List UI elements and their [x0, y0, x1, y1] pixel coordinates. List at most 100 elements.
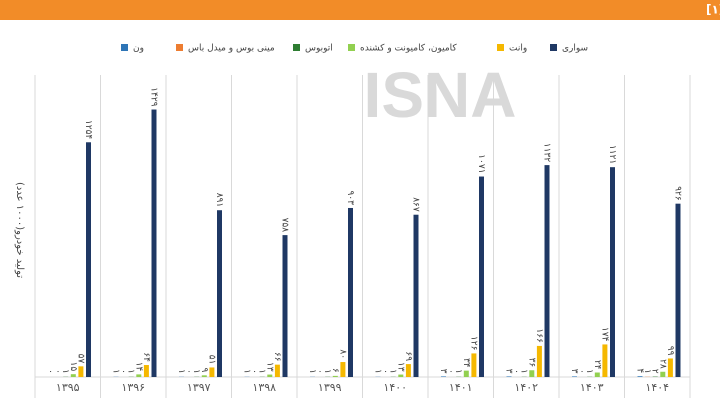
data-label: ۶۶: [272, 352, 282, 362]
data-label: ۱۲۵۴: [83, 120, 93, 140]
data-label: ۱۷۴: [599, 327, 609, 342]
x-tick-label: ۱۳۹۷: [187, 381, 211, 394]
data-label: ۱: [453, 369, 463, 374]
data-label: ۱: [584, 369, 594, 374]
bar: [151, 109, 157, 378]
data-label: ۹: [199, 367, 209, 372]
data-label: ۰: [118, 369, 128, 374]
bar: [610, 167, 615, 377]
data-label: ۰: [315, 369, 325, 374]
legend-swatch: [550, 44, 557, 51]
data-label: ۱: [642, 369, 652, 374]
bar: [136, 374, 142, 377]
x-tick-label: ۱۴۰۲: [514, 381, 538, 394]
data-label: ۱: [191, 369, 201, 374]
data-label: ۱۶۶: [534, 328, 544, 343]
bar: [398, 374, 404, 377]
data-label: ۱۰۷۱: [476, 154, 486, 173]
bar: [637, 376, 643, 377]
legend-label: ون: [133, 44, 144, 54]
bar: [143, 365, 149, 377]
bar: [675, 203, 681, 377]
bar: [217, 210, 222, 377]
data-label: ۱: [60, 369, 70, 374]
data-label: ۱: [111, 369, 121, 374]
bar: [405, 364, 411, 377]
data-label: ۸۰: [337, 349, 347, 359]
x-tick-label: ۱۴۰۰: [383, 381, 407, 394]
bar: [78, 366, 84, 377]
bar: [529, 370, 535, 377]
data-label: ۷۵۸: [280, 218, 290, 233]
x-tick-label: ۱۴۰۴: [645, 381, 669, 394]
data-label: ۱: [126, 369, 136, 374]
data-label: ۲۸: [657, 359, 667, 369]
data-label: ۱۴: [133, 362, 143, 372]
bar: [536, 345, 542, 377]
data-label: ۱: [307, 369, 317, 374]
data-label: ۱: [257, 369, 267, 374]
data-label: ۱۱۳۲: [542, 143, 552, 163]
title-banner: [0, 0, 720, 20]
data-label: ۴: [635, 368, 645, 373]
data-label: ۹۲۶: [673, 186, 683, 201]
data-label: ۱: [388, 369, 398, 374]
watermark: ISNA: [364, 59, 517, 131]
x-tick-label: ۱۳۹۹: [318, 381, 342, 394]
chart-title: شکل ۲. نمودار میزان تولید خودرو به تفکیک…: [706, 3, 720, 18]
data-label: ۰: [380, 369, 390, 374]
data-label: ۶۹: [403, 351, 413, 361]
bar: [463, 370, 469, 377]
data-label: ۶: [330, 368, 340, 373]
bar: [660, 371, 666, 377]
data-label: ۳۴: [461, 358, 471, 368]
data-label: ۳: [569, 369, 579, 374]
bar: [340, 362, 346, 377]
bar: [267, 374, 273, 377]
data-label: ۲۴: [592, 360, 602, 370]
data-label: ۳: [504, 369, 514, 374]
data-label: ۰: [184, 369, 194, 374]
bar: [441, 376, 446, 377]
bar: [602, 344, 608, 377]
x-tick-label: ۱۴۰۳: [580, 381, 604, 394]
x-tick-label: ۱۳۹۸: [252, 381, 276, 394]
data-label: ۱۲۶: [468, 336, 478, 351]
bar: [201, 375, 207, 377]
bar: [209, 367, 215, 377]
data-label: ۱۳: [264, 362, 274, 372]
bar: [594, 372, 600, 377]
bar: [667, 358, 673, 377]
data-label: ۱۳: [395, 362, 405, 372]
data-label: ۶۴: [141, 352, 151, 362]
x-tick-label: ۱۳۹۶: [121, 381, 145, 394]
data-label: ۰: [249, 369, 259, 374]
x-tick-label: ۱۴۰۱: [449, 381, 473, 394]
bar: [348, 207, 353, 377]
bar: [471, 353, 477, 377]
legend-swatch: [293, 44, 300, 51]
data-label: ۸۶۷: [411, 197, 421, 212]
data-label: ۳: [438, 369, 448, 374]
data-label: ۱: [322, 369, 332, 374]
data-label: ۱: [519, 369, 529, 374]
data-label: ۵۱: [206, 355, 216, 365]
data-label: ۰: [45, 369, 55, 374]
legend-swatch: [497, 44, 504, 51]
legend-label: سواری: [562, 44, 588, 54]
data-label: ۰: [511, 369, 521, 374]
legend-swatch: [348, 44, 355, 51]
legend-label: وانت: [509, 44, 527, 54]
legend-label: مینی بوس و میدل باس: [188, 44, 275, 54]
legend-swatch: [121, 44, 128, 51]
data-label: ۰: [446, 369, 456, 374]
legend-label: اتوبوس: [305, 44, 333, 54]
data-label: ۹۹: [665, 346, 675, 356]
data-label: ۳۶: [526, 358, 536, 368]
bar: [479, 176, 484, 377]
data-label: ۱۵: [68, 362, 78, 372]
bar: [86, 142, 91, 377]
data-label: ۱۱۲۱: [607, 145, 617, 164]
legend-label: کامیون، کامیونت و کشنده: [360, 44, 457, 54]
